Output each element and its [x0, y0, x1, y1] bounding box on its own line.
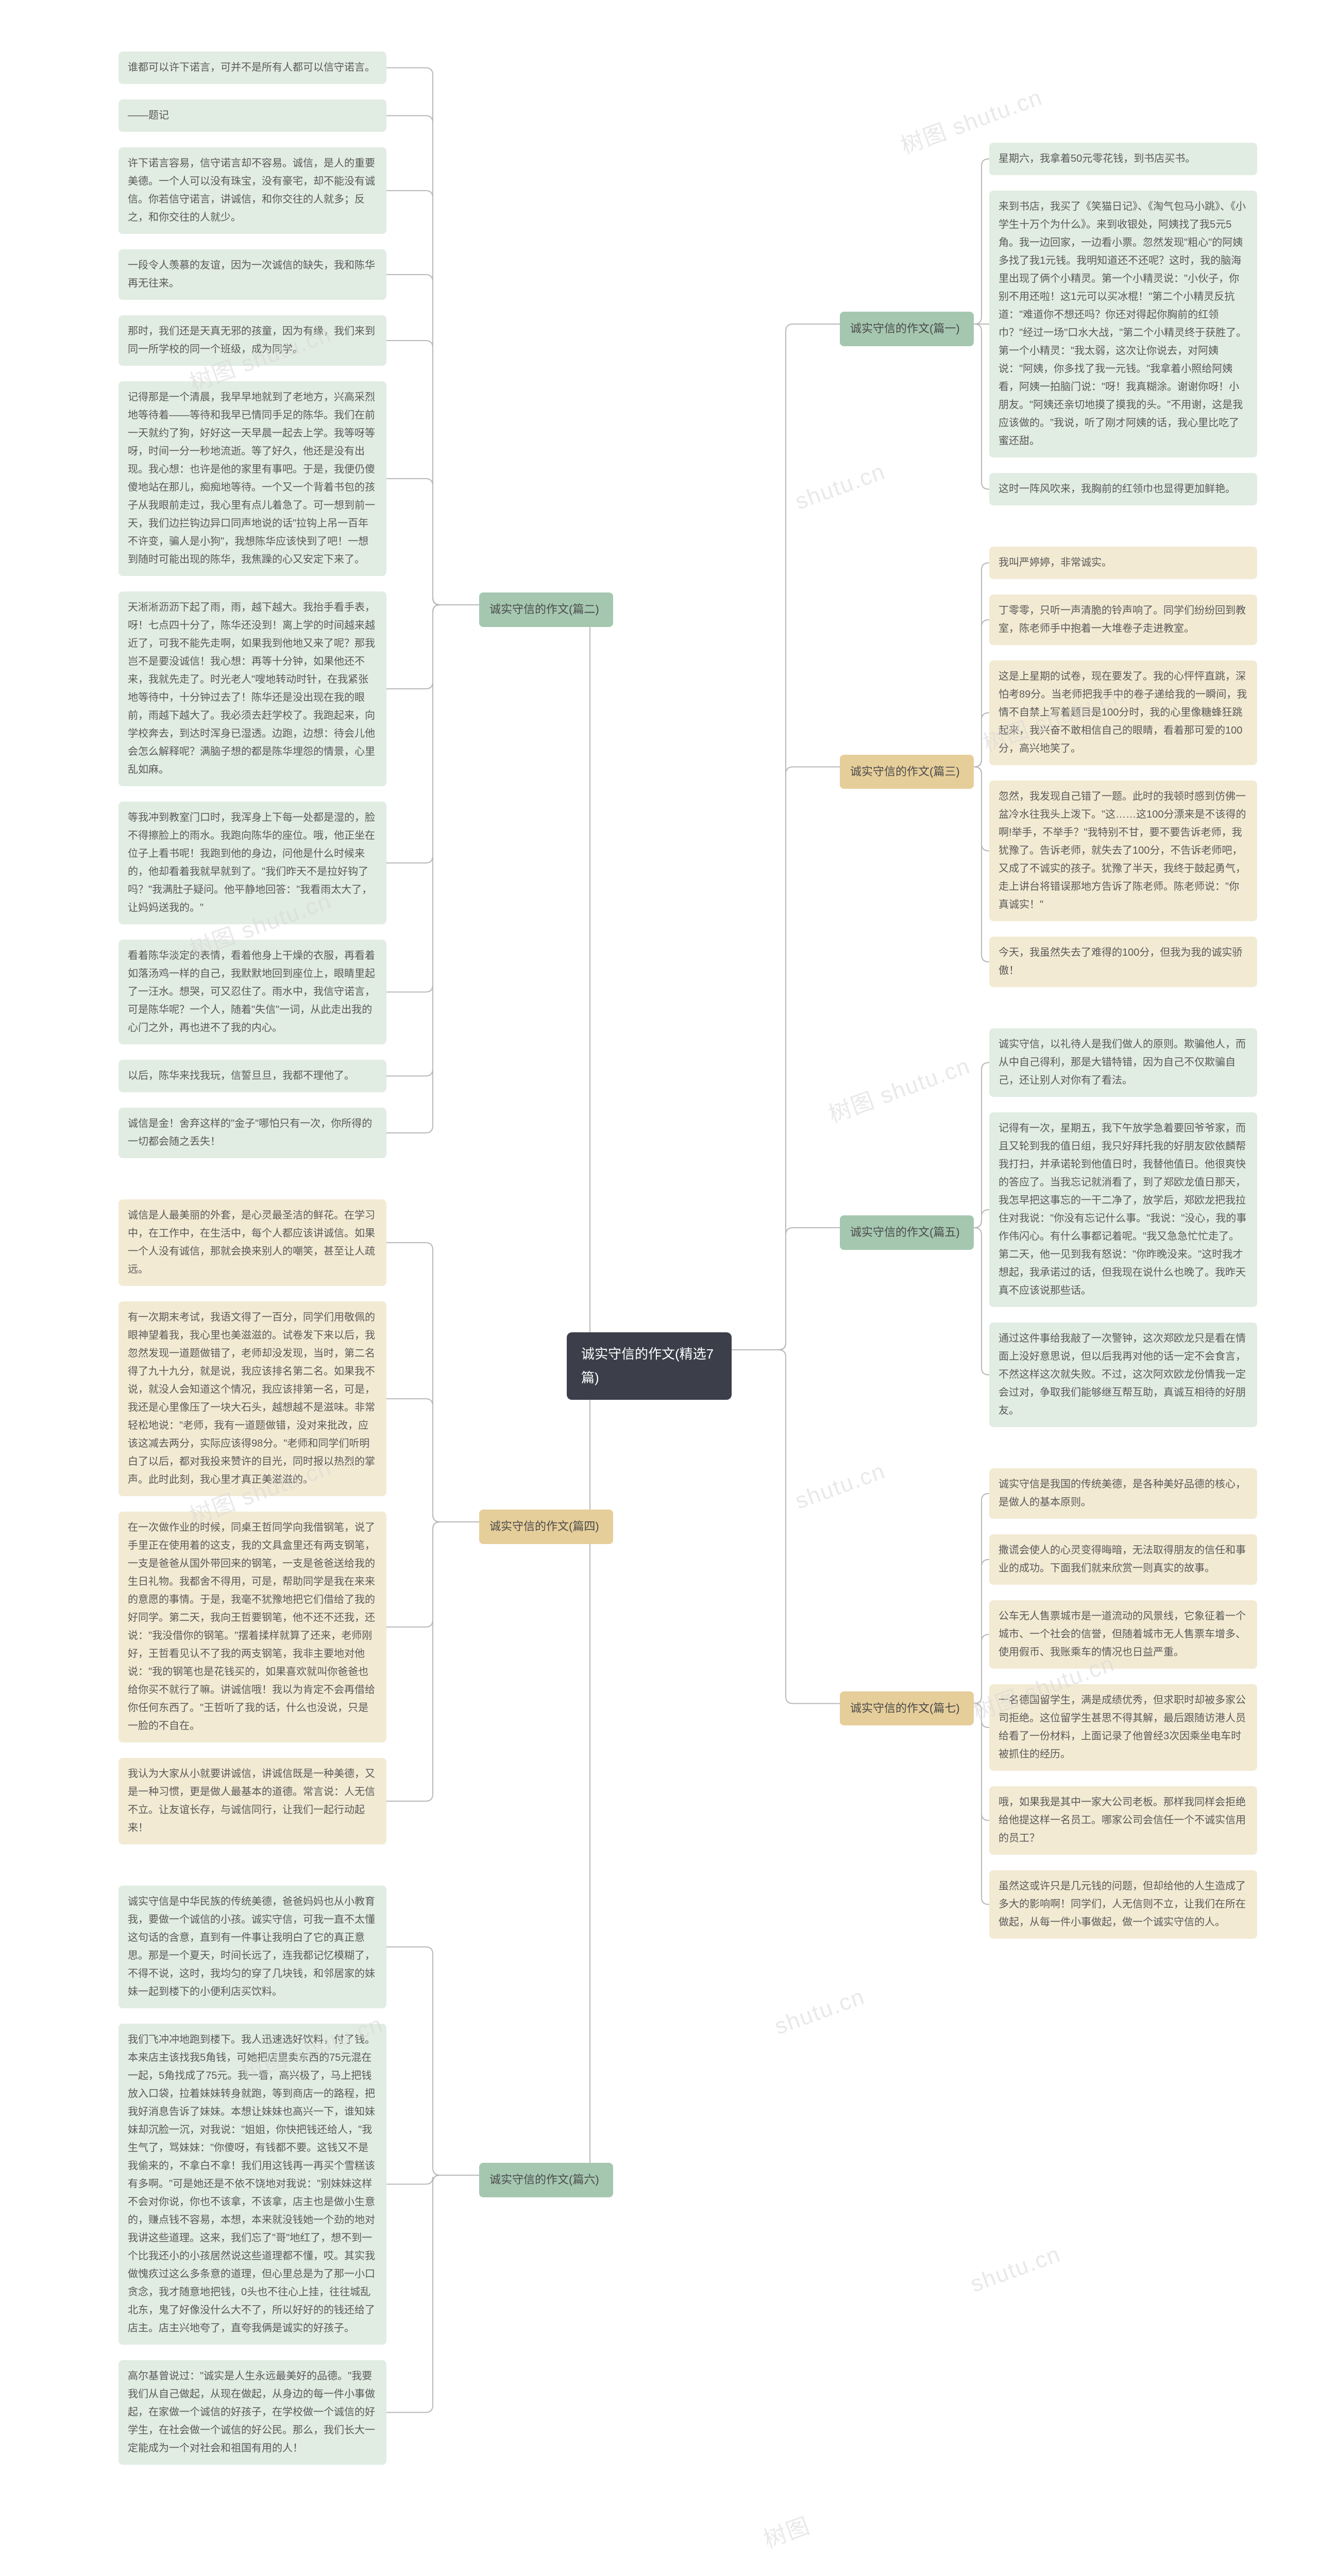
leaf-node: 诚信是人最美丽的外套，是心灵最圣洁的鲜花。在学习中，在工作中，在生活中，每个人都… — [119, 1199, 386, 1286]
leaf-node: 虽然这或许只是几元钱的问题，但却给他的人生造成了多大的影响啊！同学们，人无信则不… — [989, 1870, 1257, 1939]
connector — [386, 605, 479, 689]
leaf-node: 那时，我们还是天真无邪的孩童，因为有缘，我们来到同一所学校的同一个班级，成为同学… — [119, 315, 386, 366]
leaf-node: 公车无人售票城市是一道流动的风景线，它象征着一个城市、一个社会的信誉，但随着城市… — [989, 1600, 1257, 1669]
connector — [974, 767, 989, 851]
leaf-node: 今天，我虽然失去了难得的100分，但我为我的诚实骄傲！ — [989, 937, 1257, 987]
watermark: 树图 shutu.cn — [823, 1047, 974, 1129]
connector — [974, 1704, 989, 1905]
connector — [732, 1228, 840, 1350]
leaf-node: 记得那是一个清晨，我早早地就到了老地方，兴高采烈地等待着——等待和我早已情同手足… — [119, 381, 386, 576]
watermark: shutu.cn — [792, 1458, 889, 1514]
leaf-node: 高尔基曾说过："诚实是人生永远最美好的品德。"我要我们从自己做起，从现在做起，从… — [119, 2360, 386, 2465]
connector — [386, 116, 479, 605]
connector — [974, 620, 989, 767]
connector — [732, 767, 840, 1350]
branch-node: 诚实守信的作文(篇六) — [479, 2163, 613, 2197]
branch-node: 诚实守信的作文(篇三) — [840, 755, 974, 789]
leaf-node: 许下诺言容易，信守诺言却不容易。诚信，是人的重要美德。一个人可以没有珠宝，没有豪… — [119, 147, 386, 234]
connector — [732, 1350, 840, 1704]
connector — [974, 1063, 989, 1228]
connector — [386, 605, 479, 992]
connector — [386, 605, 479, 1133]
connector — [386, 1243, 479, 1522]
branch-node: 诚实守信的作文(篇七) — [840, 1691, 974, 1726]
leaf-node: ——题记 — [119, 99, 386, 132]
connector — [386, 341, 479, 605]
leaf-node: 诚实守信，以礼待人是我们做人的原则。欺骗他人，而从中自己得利，那是大错特错，因为… — [989, 1028, 1257, 1097]
connector — [974, 563, 989, 767]
connector — [386, 275, 479, 605]
watermark: shutu.cn — [771, 1984, 868, 2040]
connector — [386, 1399, 479, 1522]
connector — [974, 767, 989, 962]
leaf-node: 等我冲到教室门口时，我浑身上下每一处都是湿的，脸不得擦脸上的雨水。我跑向陈华的座… — [119, 802, 386, 924]
leaf-node: 这是上星期的试卷，现在要发了。我的心怦怦直跳，深怕考89分。当老师把我手中的卷子… — [989, 660, 1257, 765]
leaf-node: 我认为大家从小就要讲诚信，讲诚信既是一种美德，又是一种习惯，更是做人最基本的道德… — [119, 1758, 386, 1844]
connector — [974, 324, 989, 489]
leaf-node: 哦，如果我是其中一家大公司老板。那样我同样会拒绝给他提这样一名员工。哪家公司会信… — [989, 1786, 1257, 1855]
watermark: shutu.cn — [792, 459, 889, 515]
connector — [974, 1494, 989, 1704]
connector — [386, 2175, 479, 2184]
connector — [386, 68, 479, 605]
leaf-node: 这时一阵风吹来，我胸前的红领巾也显得更加鲜艳。 — [989, 473, 1257, 505]
connector — [974, 1228, 989, 1375]
connector — [732, 324, 840, 1350]
leaf-node: 在一次做作业的时候，同桌王哲同学向我借钢笔，说了手里正在使用着的这支，我的文具盒… — [119, 1512, 386, 1742]
connector — [974, 713, 989, 767]
connector — [386, 191, 479, 605]
leaf-node: 看着陈华淡定的表情，看着他身上干燥的衣服，再看着如落汤鸡一样的自己，我默默地回到… — [119, 940, 386, 1044]
connector — [386, 605, 479, 1076]
connector — [974, 1210, 989, 1228]
leaf-node: 有一次期末考试，我语文得了一百分，同学们用敬佩的眼神望着我，我心里也美滋滋的。试… — [119, 1301, 386, 1496]
leaf-node: 星期六，我拿着50元零花钱，到书店买书。 — [989, 143, 1257, 175]
leaf-node: 通过这件事给我敲了一次警钟，这次郑欧龙只是看在情面上没好意思说，但以后我再对他的… — [989, 1323, 1257, 1427]
leaf-node: 我叫严婷婷，非常诚实。 — [989, 547, 1257, 579]
leaf-node: 一名德国留学生，满是成绩优秀，但求职时却被多家公司拒绝。这位留学生甚思不得其解，… — [989, 1684, 1257, 1771]
leaf-node: 天淅淅沥沥下起了雨，雨，越下越大。我抬手看手表，呀！七点四十分了，陈华还没到！离… — [119, 591, 386, 786]
connector — [974, 1704, 989, 1728]
leaf-node: 忽然，我发现自己错了一题。此时的我顿时感到仿佛一盆冷水往我头上泼下。"这……这1… — [989, 781, 1257, 921]
leaf-node: 以后，陈华来找我玩，信誓旦旦，我都不理他了。 — [119, 1060, 386, 1092]
connector — [386, 1947, 479, 2175]
watermark: 树图 shutu.cn — [195, 2572, 346, 2576]
branch-node: 诚实守信的作文(篇五) — [840, 1215, 974, 1250]
connector — [386, 479, 479, 605]
branch-node: 诚实守信的作文(篇一) — [840, 312, 974, 346]
branch-node: 诚实守信的作文(篇四) — [479, 1510, 613, 1544]
center-node: 诚实守信的作文(精选7篇) — [567, 1332, 732, 1400]
leaf-node: 一段令人羡慕的友谊，因为一次诚信的缺失，我和陈华再无往来。 — [119, 249, 386, 300]
connector — [974, 1704, 989, 1821]
connector — [567, 605, 613, 1350]
leaf-node: 我们飞冲冲地跑到楼下。我人迅速选好饮料，付了钱。本来店主该找我5角钱，可她把店里… — [119, 2024, 386, 2345]
leaf-node: 记得有一次，星期五，我下午放学急着要回爷爷家，而且又轮到我的值日组，我只好拜托我… — [989, 1112, 1257, 1307]
connector — [386, 2175, 479, 2413]
leaf-node: 谁都可以许下诺言，可并不是所有人都可以信守诺言。 — [119, 52, 386, 84]
connector — [567, 1350, 613, 2175]
leaf-node: 诚实守信是中华民族的传统美德，爸爸妈妈也从小教育我，要做一个诚信的小孩。诚实守信… — [119, 1886, 386, 2008]
connector — [974, 159, 989, 325]
connector — [386, 1522, 479, 1801]
connector — [386, 605, 479, 863]
leaf-node: 撒谎会使人的心灵变得晦暗，无法取得朋友的信任和事业的成功。下面我们就来欣赏一则真… — [989, 1534, 1257, 1585]
leaf-node: 诚实守信是我国的传统美德，是各种美好品德的核心，是做人的基本原则。 — [989, 1468, 1257, 1519]
leaf-node: 丁零零，只听一声清脆的铃声响了。同学们纷纷回到教室，陈老师手中抱着一大堆卷子走进… — [989, 595, 1257, 645]
connector — [386, 1522, 479, 1627]
leaf-node: 来到书店，我买了《笑猫日记》、《淘气包马小跳》、《小学生十万个为什么》。来到收银… — [989, 191, 1257, 457]
leaf-node: 诚信是金！舍弃这样的"金子"哪怕只有一次，你所得的一切都会随之丢失！ — [119, 1108, 386, 1158]
watermark: shutu.cn — [967, 2241, 1064, 2297]
watermark: 树图 — [758, 2507, 814, 2554]
connector — [974, 1560, 989, 1704]
branch-node: 诚实守信的作文(篇二) — [479, 592, 613, 627]
connector — [974, 1635, 989, 1704]
